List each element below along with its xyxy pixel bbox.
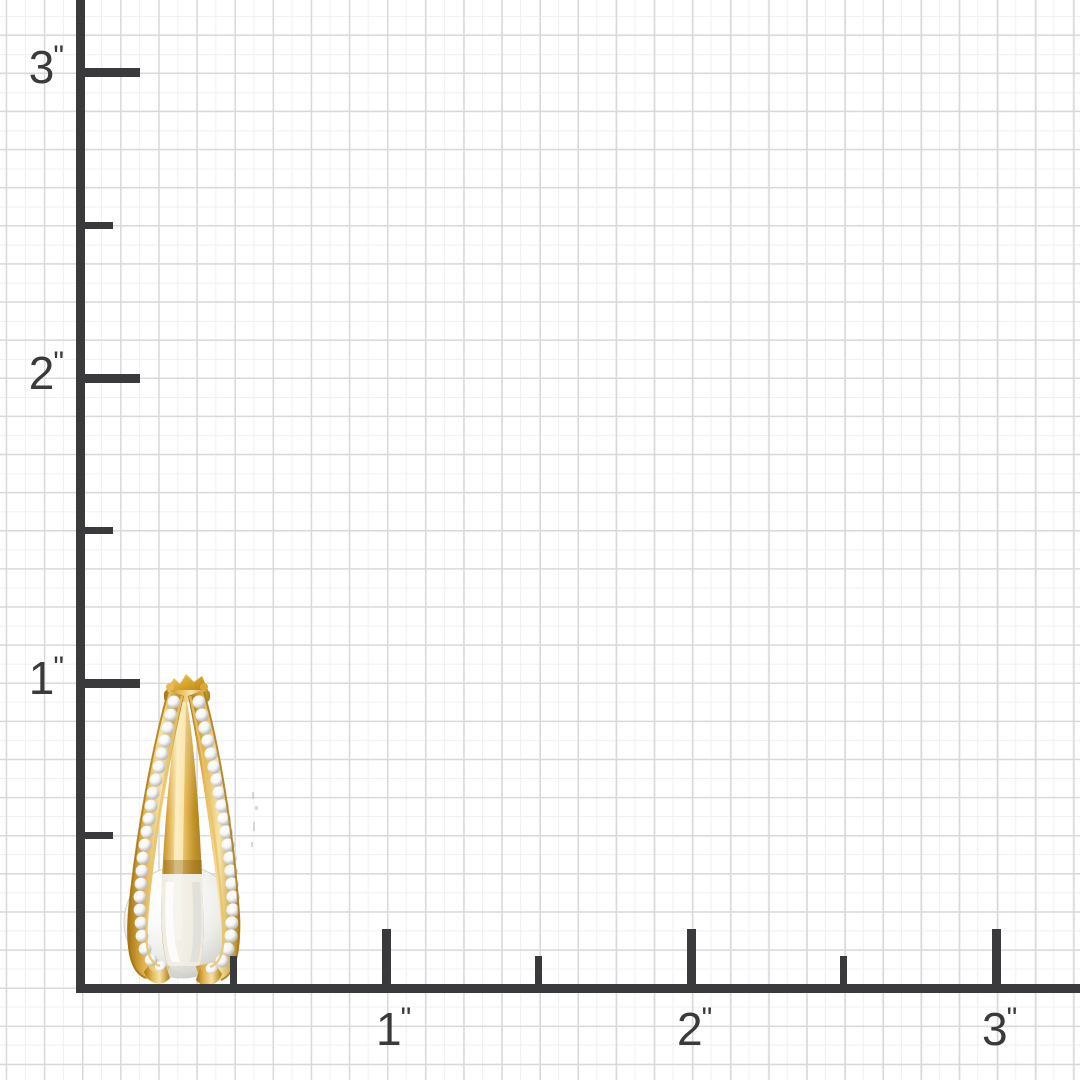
x-axis-label-3: 3" xyxy=(982,1003,1017,1055)
y-tick-major-3 xyxy=(85,68,140,77)
bottom-gold-loops xyxy=(144,966,222,986)
x-axis-label-2: 2" xyxy=(677,1003,712,1055)
x-axis-label-1: 1" xyxy=(376,1003,411,1055)
horizontal-ruler-axis xyxy=(76,984,1080,993)
dust-speck xyxy=(251,842,253,847)
inch-mark: " xyxy=(53,40,64,73)
y-tick-minor-1p5 xyxy=(85,527,113,534)
x-tick-major-3 xyxy=(992,929,1001,984)
pave-stones-right xyxy=(192,695,240,976)
x-label-2-value: 2 xyxy=(677,1003,703,1055)
x-label-3-value: 3 xyxy=(982,1003,1008,1055)
inch-mark: " xyxy=(53,651,64,684)
x-tick-major-1 xyxy=(382,929,391,984)
y-tick-major-1 xyxy=(85,679,140,688)
vertical-ruler-axis xyxy=(76,0,85,993)
y-axis-label-3: 3" xyxy=(14,41,64,93)
dust-speck xyxy=(252,792,254,799)
inch-mark: " xyxy=(53,346,64,379)
y-label-3-value: 3 xyxy=(28,41,55,93)
pearl-front-overlap xyxy=(161,874,204,966)
earring-illustration xyxy=(123,674,241,986)
inch-mark: " xyxy=(701,1002,713,1035)
dust-speck xyxy=(253,822,255,831)
diamond-pearl-hoop-earring xyxy=(104,660,274,1000)
outer-diamond-rail xyxy=(188,690,241,983)
x-tick-minor-0p5 xyxy=(230,956,237,984)
pave-stones-left xyxy=(133,695,181,973)
inner-diamond-rail xyxy=(127,690,184,981)
y-tick-major-2 xyxy=(85,374,140,383)
x-tick-major-2 xyxy=(687,929,696,984)
dust-speck xyxy=(255,806,258,810)
y-tick-minor-2p5 xyxy=(85,222,113,229)
y-axis-label-2: 2" xyxy=(14,347,64,399)
y-tick-minor-0p5 xyxy=(85,832,113,839)
x-tick-minor-2p5 xyxy=(840,956,847,984)
y-axis-label-1: 1" xyxy=(22,652,64,704)
inch-mark: " xyxy=(1006,1002,1018,1035)
y-label-1-value: 1 xyxy=(28,652,55,704)
inch-mark: " xyxy=(400,1002,412,1035)
y-label-2-value: 2 xyxy=(28,347,55,399)
x-tick-minor-1p5 xyxy=(535,956,542,984)
x-label-1-value: 1 xyxy=(376,1003,402,1055)
